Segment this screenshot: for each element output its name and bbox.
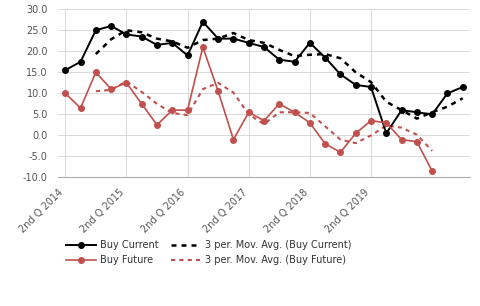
Legend: Buy Current, Buy Future, 3 per. Mov. Avg. (Buy Current), 3 per. Mov. Avg. (Buy F: Buy Current, Buy Future, 3 per. Mov. Avg… xyxy=(62,236,355,269)
